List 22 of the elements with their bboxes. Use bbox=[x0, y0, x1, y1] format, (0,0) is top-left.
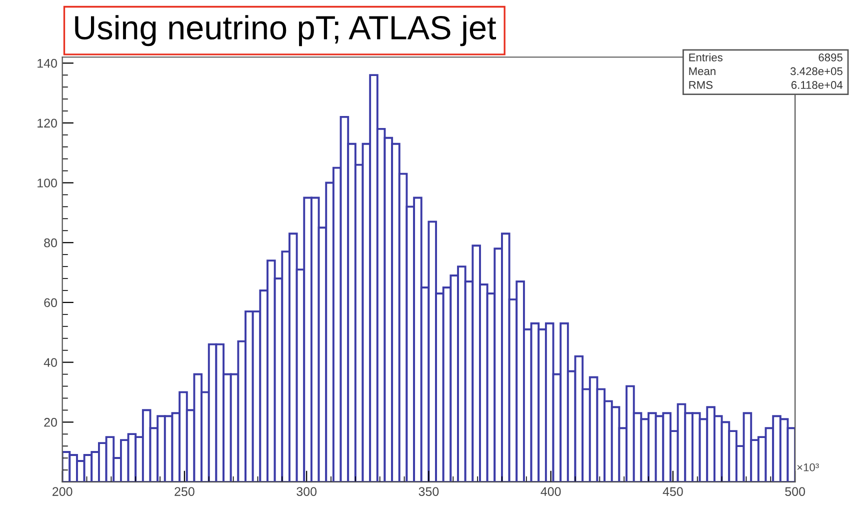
x-tick-label: 300 bbox=[296, 487, 317, 496]
x-tick-label: 350 bbox=[418, 487, 439, 496]
x-tick-label: 400 bbox=[540, 487, 561, 496]
y-tick-label: 100 bbox=[38, 178, 57, 188]
x-tick-label: 500 bbox=[785, 487, 806, 496]
text: 6895 bbox=[818, 54, 842, 62]
y-tick-label: 20 bbox=[44, 418, 57, 427]
y-tick-label: 120 bbox=[38, 118, 57, 128]
x-tick-label: 250 bbox=[174, 487, 194, 496]
y-tick-label: 140 bbox=[38, 58, 57, 68]
annotation: RMS bbox=[689, 81, 713, 89]
annotation: 3.428e+05 bbox=[790, 67, 842, 76]
chart-title: Using neutrino pT; ATLAS jet bbox=[75, 15, 496, 46]
y-tick-label: 40 bbox=[44, 358, 57, 367]
annotation: 6.118e+04 bbox=[791, 81, 843, 89]
x-tick-label: 450 bbox=[662, 487, 683, 496]
annotation: Mean bbox=[689, 67, 716, 76]
annotation: Entries bbox=[689, 53, 723, 62]
text: ×10³ bbox=[797, 463, 819, 472]
y-tick-label: 60 bbox=[44, 298, 57, 308]
y-tick-label: 80 bbox=[44, 238, 57, 248]
x-tick-label: 200 bbox=[52, 487, 72, 496]
